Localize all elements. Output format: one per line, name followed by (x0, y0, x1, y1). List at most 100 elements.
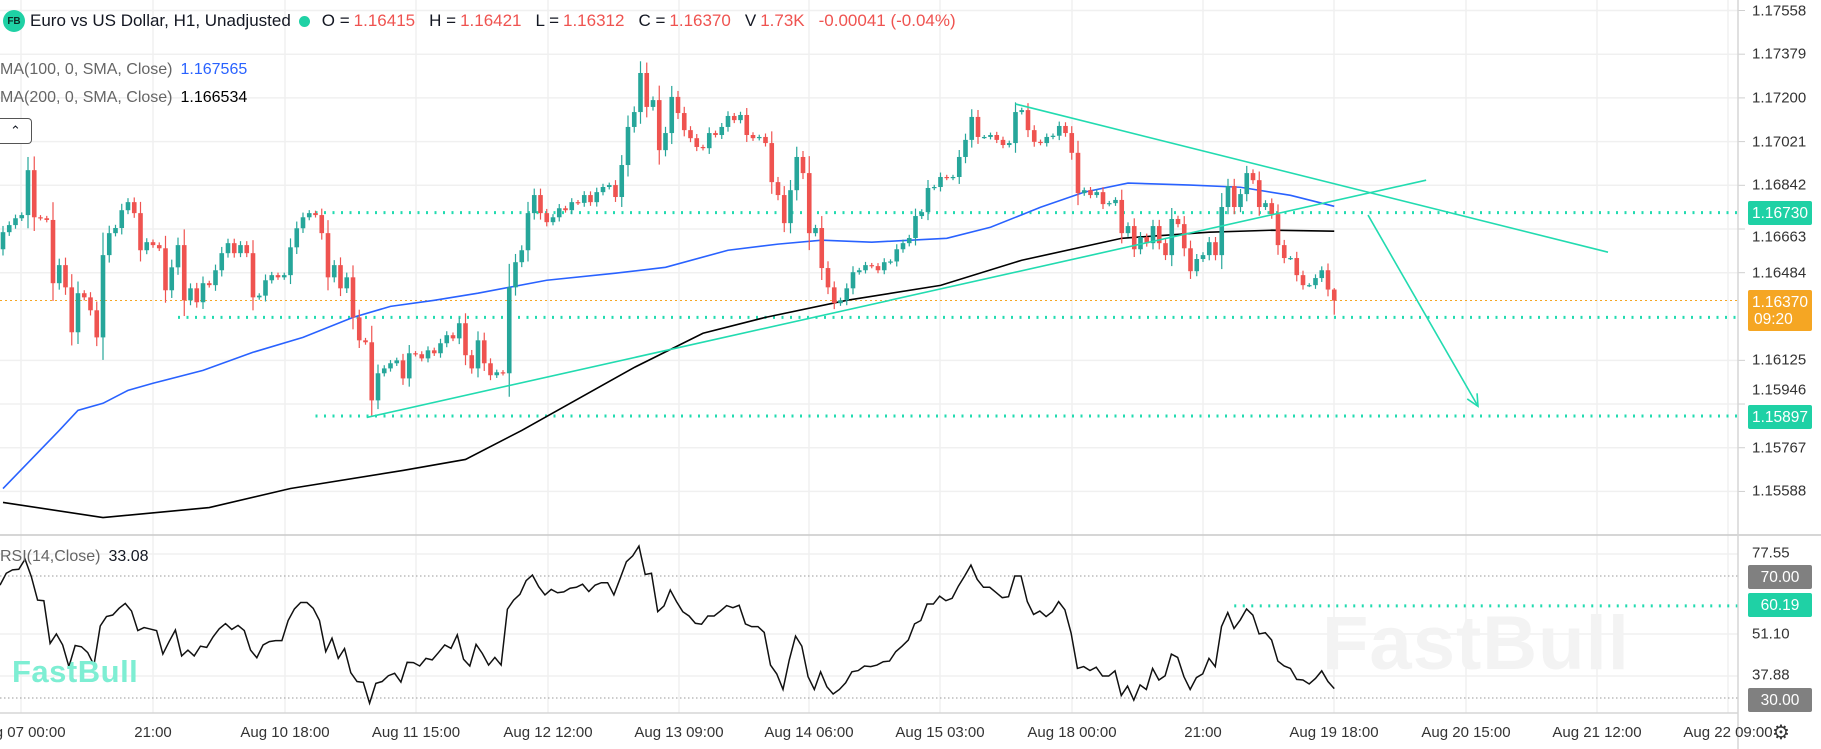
candle (688, 126, 693, 143)
candle (900, 239, 906, 253)
candle (94, 301, 100, 347)
candle-body (944, 176, 950, 179)
candle-body (1069, 133, 1075, 153)
candle-body (288, 247, 293, 276)
candle (1300, 270, 1306, 290)
candle-body (694, 138, 700, 147)
candle (863, 261, 868, 274)
candle-body (1319, 270, 1325, 279)
candle-body (250, 253, 256, 298)
candle (525, 201, 531, 262)
rsi-value: 33.08 (108, 548, 149, 565)
candle-body (563, 208, 568, 211)
candle (225, 238, 231, 258)
candle (875, 263, 881, 274)
candle (1213, 236, 1218, 261)
candle-body (1044, 136, 1050, 144)
candle (750, 132, 756, 141)
watermark-logo-left: FastBull (12, 654, 139, 689)
candle (1125, 222, 1131, 237)
ma200-value: 1.166534 (180, 89, 248, 106)
candle-body (1150, 226, 1156, 244)
candle (769, 131, 775, 194)
candle (269, 271, 275, 284)
candle-body (1013, 112, 1018, 144)
candle (825, 261, 831, 295)
candle (669, 85, 675, 145)
candle-body (300, 217, 306, 229)
ma100-label: MA(100, 0, SMA, Close) (0, 61, 173, 78)
drawings[interactable] (366, 103, 1609, 419)
candle (13, 214, 18, 229)
candle-body (656, 100, 662, 151)
symbol-title[interactable]: Euro vs US Dollar, H1, Unadjusted (30, 11, 291, 30)
candle-body (1188, 248, 1193, 272)
candle-body (1094, 192, 1100, 196)
candle (369, 325, 375, 417)
candle-body (875, 266, 881, 271)
candle (300, 212, 306, 233)
ma100-legend[interactable]: MA(100, 0, SMA, Close) 1.167565 (0, 61, 247, 79)
candle (181, 229, 187, 317)
candle-body (31, 170, 37, 218)
candle-body (456, 323, 462, 339)
candle-body (1206, 242, 1212, 256)
candle (100, 232, 106, 360)
candle (625, 115, 631, 177)
candle (538, 188, 543, 220)
candle (706, 127, 712, 154)
candle-body (131, 202, 137, 214)
candle-body (400, 360, 406, 379)
candle (681, 106, 687, 137)
trend-line (366, 179, 1427, 419)
candle (856, 267, 862, 275)
candle (906, 234, 912, 247)
candle (444, 331, 450, 348)
open-label: O = (321, 11, 350, 30)
candle-body (1200, 255, 1206, 260)
candle-body (313, 213, 318, 216)
candle-body (1056, 125, 1062, 136)
candle (113, 224, 118, 237)
candle-body (994, 135, 1000, 140)
candle (144, 238, 150, 255)
horizontal-levels (0, 211, 1738, 418)
candle-body (1050, 135, 1056, 137)
candle-body (94, 310, 100, 338)
ma200-legend[interactable]: MA(200, 0, SMA, Close) 1.166534 (0, 89, 247, 107)
candle (844, 283, 850, 306)
rsi-tick: 37.88 (1752, 666, 1790, 684)
candle-body (138, 213, 143, 251)
candle (738, 111, 743, 124)
candle-body (0, 232, 6, 250)
candle-body (100, 255, 106, 338)
candle-body (794, 156, 800, 191)
candle (131, 197, 137, 218)
candle (713, 130, 718, 138)
candle-body (219, 253, 225, 271)
candle-body (44, 218, 50, 220)
candle (888, 259, 893, 265)
candle (819, 216, 825, 281)
gear-icon[interactable]: ⚙ (1772, 722, 1790, 744)
ma200-label: MA(200, 0, SMA, Close) (0, 89, 173, 106)
candle (400, 353, 406, 385)
arrow-head (1466, 393, 1479, 408)
candle-body (350, 277, 356, 318)
candle-body (263, 280, 268, 296)
candle-body (1063, 125, 1068, 134)
candle-body (975, 116, 981, 137)
rsi-pane (0, 544, 1738, 706)
rsi-legend[interactable]: RSI(14,Close) 33.08 (0, 548, 149, 566)
candle-body (475, 340, 481, 369)
collapse-legend-button[interactable]: ⌃ (0, 118, 32, 144)
candle-body (338, 265, 343, 289)
volume-label: V (744, 11, 757, 30)
candle (963, 133, 968, 164)
candle-body (600, 187, 606, 193)
candle (725, 111, 731, 132)
candle-body (550, 217, 556, 223)
candle-body (1300, 275, 1306, 286)
trend-line (1015, 103, 1609, 253)
